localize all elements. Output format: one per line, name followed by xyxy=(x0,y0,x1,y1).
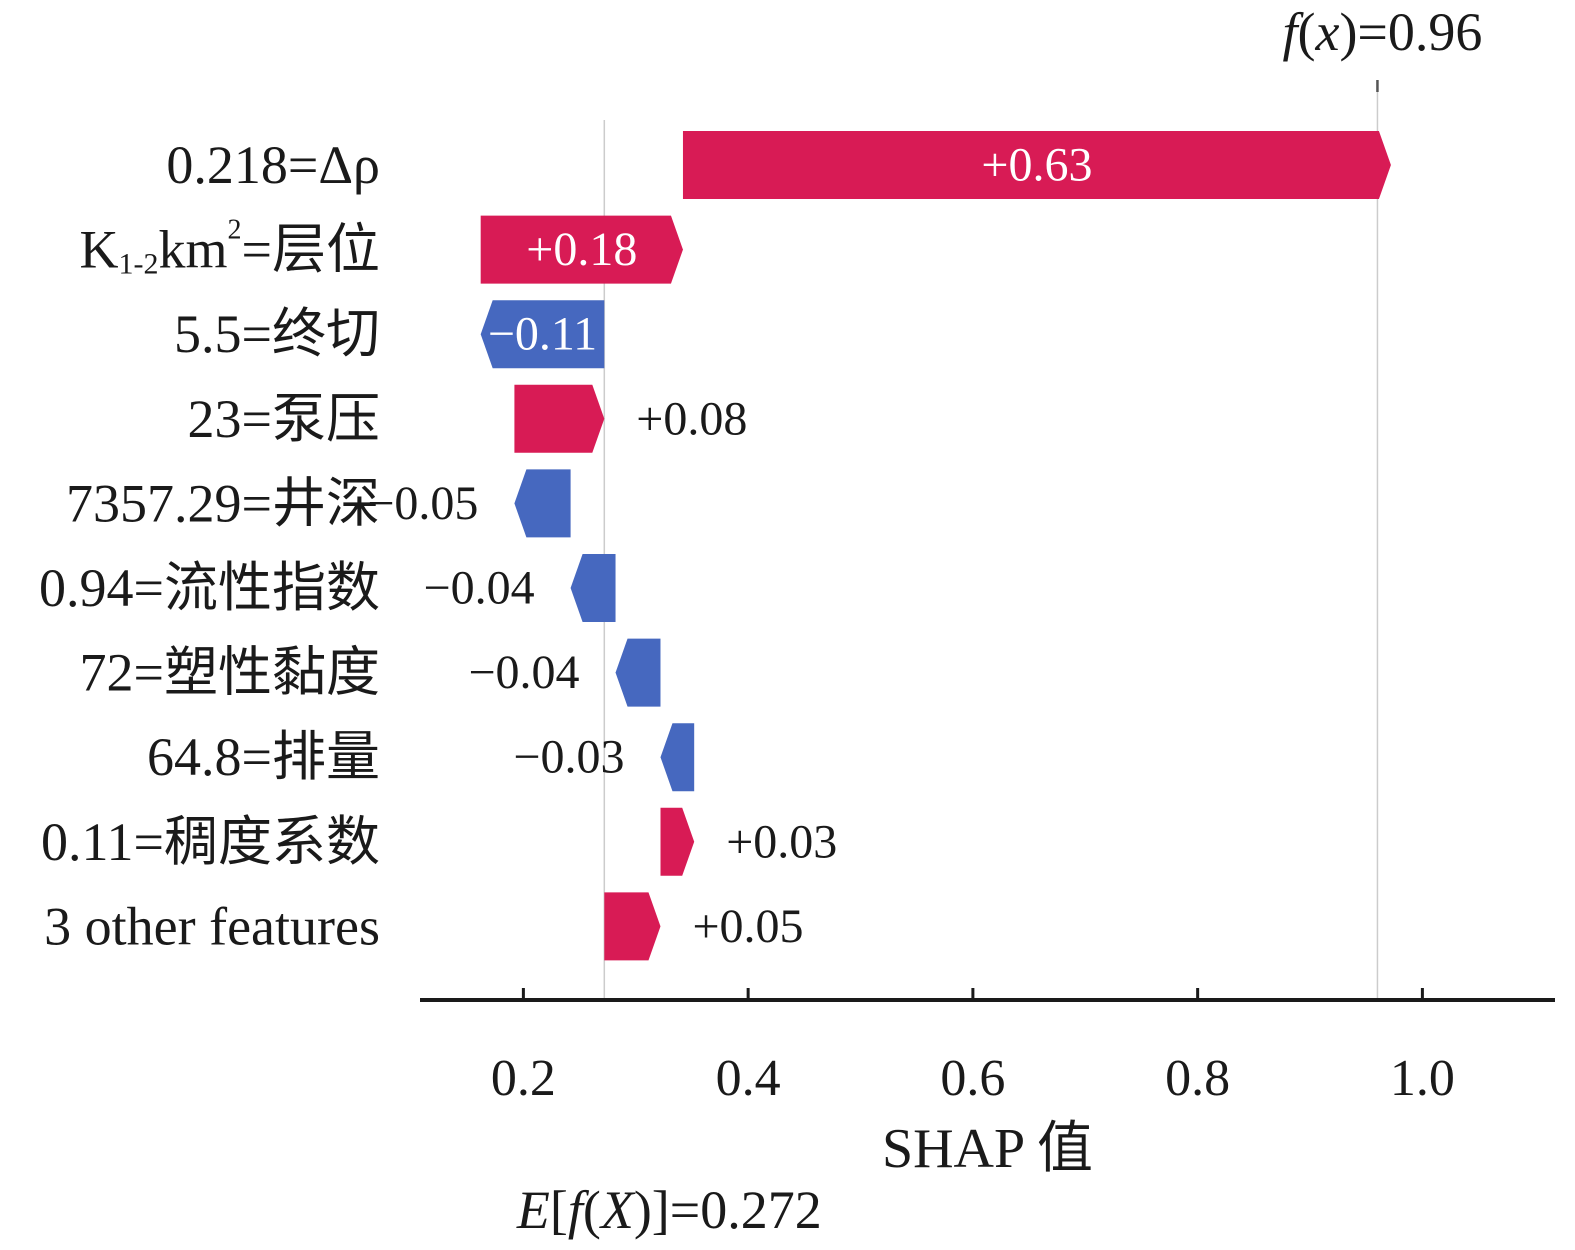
waterfall-bar xyxy=(660,807,695,876)
waterfall-bar xyxy=(480,215,683,284)
bar-value-label: +0.05 xyxy=(692,900,803,953)
bar-value-label: −0.04 xyxy=(424,562,535,615)
waterfall-bar xyxy=(604,892,661,961)
waterfall-bar xyxy=(615,638,661,707)
waterfall-bar xyxy=(660,723,695,792)
bar-value-label: −0.05 xyxy=(367,477,478,530)
waterfall-bar xyxy=(682,131,1391,199)
bar-value-label: +0.63 xyxy=(981,139,1092,192)
waterfall-bar xyxy=(480,300,605,369)
bar-value-label: −0.03 xyxy=(513,731,624,784)
feature-label: 5.5=终切 xyxy=(174,304,380,364)
waterfall-bar xyxy=(514,469,571,538)
x-tick-label: 1.0 xyxy=(1390,1050,1455,1107)
waterfall-bar xyxy=(514,384,605,453)
bar-value-label: −0.04 xyxy=(468,646,579,699)
feature-label: 64.8=排量 xyxy=(147,727,380,787)
bar-value-label: +0.03 xyxy=(726,815,837,868)
x-tick-label: 0.6 xyxy=(940,1050,1005,1107)
feature-label: K1-2km2=层位 xyxy=(80,214,380,280)
waterfall-bar xyxy=(570,554,616,622)
x-tick-label: 0.8 xyxy=(1165,1050,1230,1107)
bar-value-label: +0.08 xyxy=(636,392,747,445)
feature-label: 0.94=流性指数 xyxy=(39,558,380,618)
feature-label: 0.11=稠度系数 xyxy=(41,812,380,872)
x-axis-title: SHAP 值 xyxy=(882,1118,1093,1180)
x-axis: 0.2 0.4 0.6 0.8 1.0 xyxy=(420,988,1555,1107)
feature-label: 0.218=Δρ xyxy=(166,135,380,195)
feature-label: 3 other features xyxy=(44,896,380,956)
output-value-label: f(x)=0.96 xyxy=(1282,2,1482,62)
x-tick-label: 0.2 xyxy=(491,1050,556,1107)
x-tick-label: 0.4 xyxy=(716,1050,781,1107)
bar-value-label: −0.11 xyxy=(488,308,597,361)
guide-lines xyxy=(603,80,1379,1000)
feature-label: 23=泵压 xyxy=(188,389,380,449)
base-value-label: E[f(X)]=0.272 xyxy=(516,1180,822,1240)
feature-label: 7357.29=井深 xyxy=(66,473,380,533)
bars-layer: +0.63 +0.18 −0.11 +0.08 −0.05 −0.04 −0.04 −0.03… xyxy=(367,131,1391,961)
bar-value-label: +0.18 xyxy=(526,223,637,276)
feature-labels: 0.218=Δρ K1-2km2=层位 5.5=终切 23=泵压 7357.29=井深 0… xyxy=(39,135,380,956)
feature-label: 72=塑性黏度 xyxy=(80,643,380,703)
